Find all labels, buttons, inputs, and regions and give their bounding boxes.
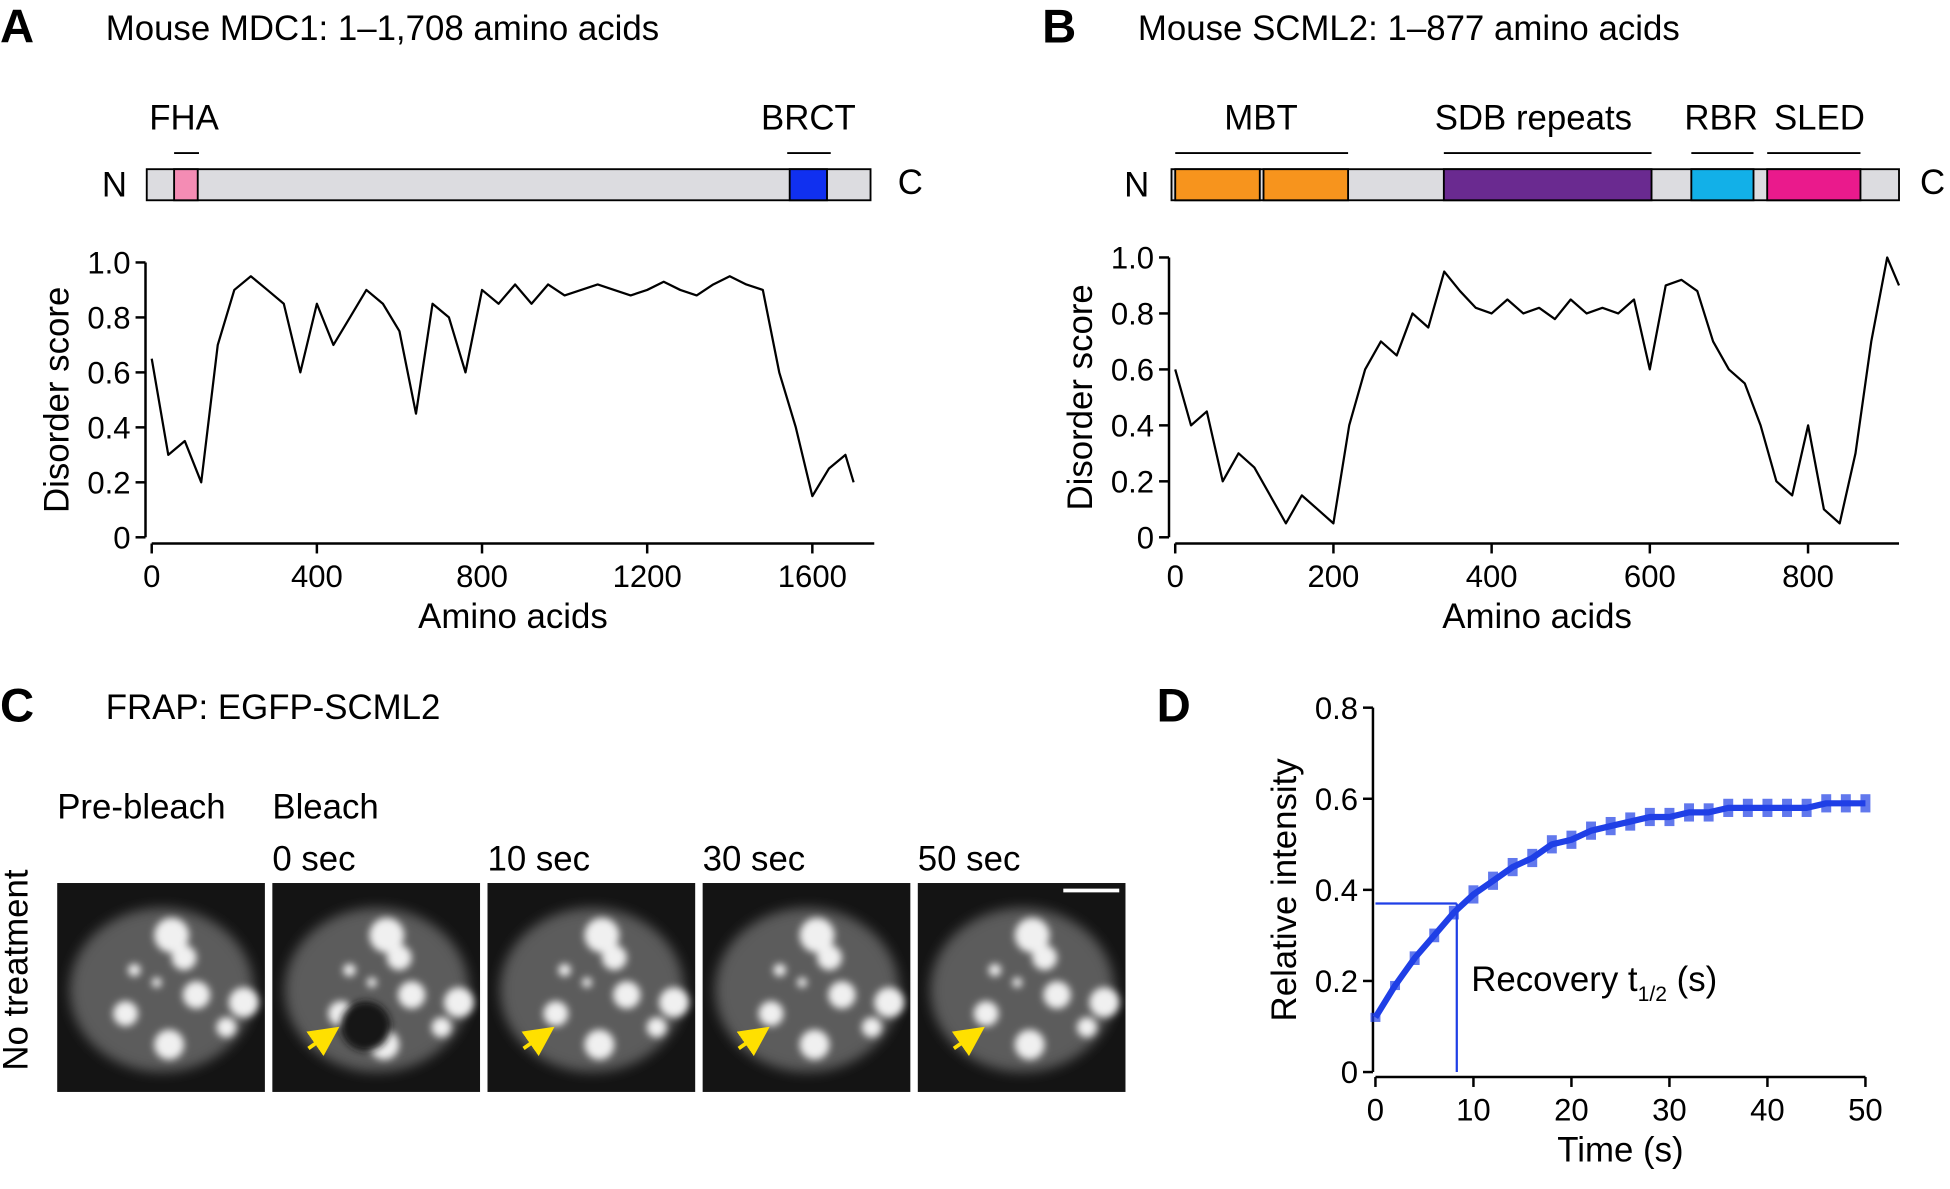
- x-tick-label: 1200: [613, 559, 682, 594]
- x-tick-label: 0: [1167, 559, 1184, 594]
- panel-letter: B: [1042, 0, 1076, 53]
- time-label: 0 sec: [272, 840, 355, 879]
- y-tick-label: 0.2: [1111, 465, 1154, 500]
- y-tick-label: 0.6: [87, 356, 130, 391]
- x-tick-label: 0: [143, 559, 160, 594]
- y-tick-label: 0.4: [1111, 409, 1154, 444]
- y-tick-label: 0.4: [87, 411, 130, 446]
- x-tick-label: 40: [1750, 1093, 1785, 1128]
- row-label: No treatment: [0, 869, 35, 1071]
- domain-map: [145, 152, 872, 202]
- domain-label: FHA: [149, 98, 219, 137]
- time-label: 10 sec: [488, 840, 591, 879]
- x-axis-label: Amino acids: [418, 597, 608, 636]
- domain-label: MBT: [1224, 98, 1297, 137]
- y-tick-label: 0.8: [1315, 691, 1358, 726]
- y-tick-label: 0.4: [1315, 873, 1358, 908]
- panel-letter: D: [1157, 679, 1191, 732]
- y-axis-label: Relative intensity: [1265, 758, 1304, 1022]
- x-tick-label: 400: [1466, 559, 1518, 594]
- y-axis-label: Disorder score: [37, 287, 76, 513]
- x-tick-label: 1600: [778, 559, 847, 594]
- y-tick-label: 1.0: [87, 246, 130, 281]
- data-line: [150, 275, 855, 498]
- title: FRAP: EGFP-SCML2: [106, 688, 441, 727]
- x-tick-label: 600: [1624, 559, 1676, 594]
- domain-label: BRCT: [761, 98, 856, 137]
- y-tick-label: 0.8: [1111, 297, 1154, 332]
- title: Mouse MDC1: 1–1,708 amino acids: [106, 9, 659, 48]
- time-label: 50 sec: [918, 840, 1021, 879]
- y-tick-label: 0: [1137, 520, 1154, 555]
- x-tick-label: 200: [1307, 559, 1359, 594]
- c-term: C: [898, 163, 923, 202]
- micrographs: [57, 883, 1125, 1092]
- y-tick-label: 0: [1341, 1055, 1358, 1090]
- y-tick-label: 0.6: [1315, 782, 1358, 817]
- y-tick-label: 0.6: [1111, 353, 1154, 388]
- domain-label: SDB repeats: [1435, 98, 1632, 137]
- panel-letter: A: [0, 0, 34, 53]
- annotation: Recovery t1/2 (s): [1471, 960, 1717, 1006]
- n-term: N: [102, 166, 127, 205]
- x-axis-label: Time (s): [1557, 1131, 1683, 1170]
- n-term: N: [1124, 166, 1149, 205]
- x-tick-label: 20: [1554, 1093, 1589, 1128]
- domain-label: RBR: [1684, 98, 1758, 137]
- y-tick-label: 0: [113, 520, 130, 555]
- y-axis-label: Disorder score: [1061, 284, 1100, 510]
- x-tick-label: 400: [291, 559, 343, 594]
- title: Mouse SCML2: 1–877 amino acids: [1138, 9, 1680, 48]
- x-axis-label: Amino acids: [1442, 597, 1632, 636]
- data-line: [1174, 256, 1901, 525]
- x-tick-label: 800: [1782, 559, 1834, 594]
- y-tick-label: 0.8: [87, 301, 130, 336]
- annotation-suffix: (s): [1667, 960, 1717, 999]
- panel-letter: C: [0, 679, 34, 732]
- y-tick-label: 0.2: [87, 466, 130, 501]
- y-tick-label: 1.0: [1111, 241, 1154, 276]
- x-tick-label: 0: [1367, 1093, 1384, 1128]
- time-label: 30 sec: [703, 840, 806, 879]
- x-tick-label: 30: [1652, 1093, 1687, 1128]
- c-term: C: [1920, 163, 1945, 202]
- x-tick-label: 800: [456, 559, 508, 594]
- x-tick-label: 10: [1456, 1093, 1491, 1128]
- domain-map: [1170, 152, 1900, 202]
- annotation-text: Recovery t: [1471, 960, 1638, 999]
- column-label: Pre-bleach: [57, 787, 225, 826]
- column-label: Bleach: [272, 787, 378, 826]
- y-tick-label: 0.2: [1315, 964, 1358, 999]
- domain-label: SLED: [1774, 98, 1865, 137]
- annotation-sub: 1/2: [1638, 983, 1667, 1006]
- x-tick-label: 50: [1848, 1093, 1883, 1128]
